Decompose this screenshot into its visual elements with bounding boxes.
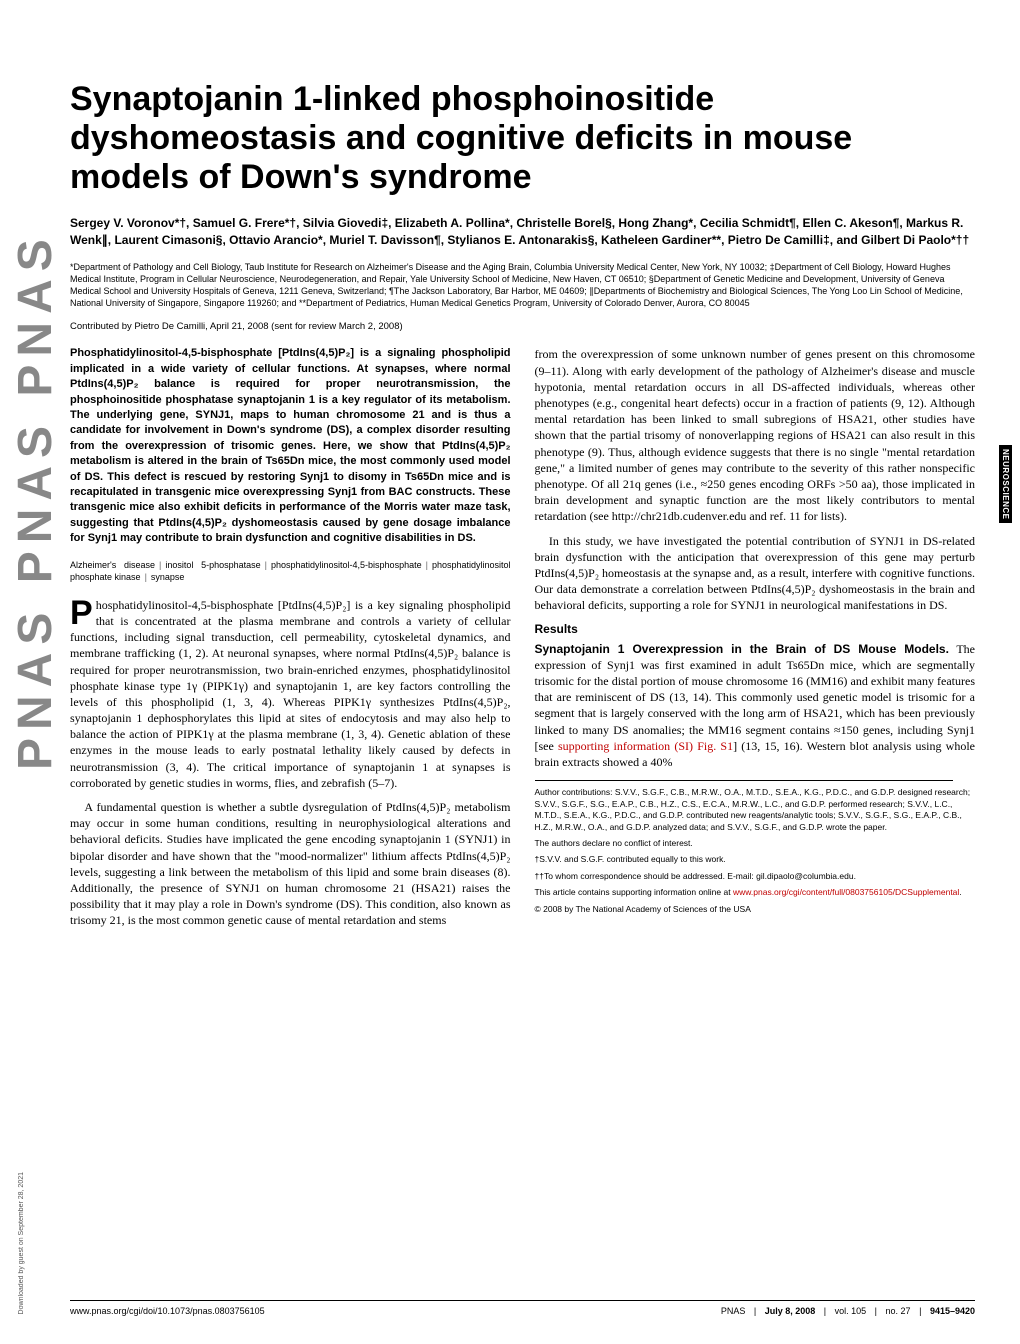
abstract: Phosphatidylinositol-4,5-bisphosphate [P… bbox=[70, 346, 511, 546]
download-note: Downloaded by guest on September 28, 202… bbox=[18, 1172, 25, 1314]
intro-paragraph-2: A fundamental question is whether a subt… bbox=[70, 799, 511, 929]
si-text-b: . bbox=[959, 887, 961, 897]
affiliations: *Department of Pathology and Cell Biolog… bbox=[70, 261, 975, 310]
footer-pages: 9415–9420 bbox=[930, 1306, 975, 1316]
p1-text: hosphatidylinositol-4,5-bisphosphate [Pt… bbox=[70, 598, 511, 790]
page-footer: www.pnas.org/cgi/doi/10.1073/pnas.080375… bbox=[70, 1300, 975, 1316]
si-text-a: This article contains supporting informa… bbox=[535, 887, 733, 897]
contributed-line: Contributed by Pietro De Camilli, April … bbox=[70, 321, 975, 332]
keyword: Alzheimer's disease bbox=[70, 560, 155, 570]
author-contributions: Author contributions: S.V.V., S.G.F., C.… bbox=[535, 787, 976, 833]
si-link[interactable]: www.pnas.org/cgi/content/full/0803756105… bbox=[733, 887, 959, 897]
article-title: Synaptojanin 1-linked phosphoinositide d… bbox=[70, 80, 975, 197]
footer-citation: PNAS | July 8, 2008 | vol. 105 | no. 27 … bbox=[721, 1306, 975, 1316]
results-paragraph-1: Synaptojanin 1 Overexpression in the Bra… bbox=[535, 641, 976, 771]
correspondence: ††To whom correspondence should be addre… bbox=[535, 871, 976, 882]
keyword: phosphatidylinositol-4,5-bisphosphate bbox=[271, 560, 422, 570]
pnas-logo: PNAS PNAS PNAS bbox=[8, 70, 48, 770]
results-runin-head: Synaptojanin 1 Overexpression in the Bra… bbox=[535, 642, 949, 656]
si-fig-link[interactable]: supporting information (SI) Fig. S1 bbox=[558, 739, 733, 753]
intro-paragraph-3: from the overexpression of some unknown … bbox=[535, 346, 976, 524]
footer-doi: www.pnas.org/cgi/doi/10.1073/pnas.080375… bbox=[70, 1306, 265, 1316]
results-heading: Results bbox=[535, 621, 976, 637]
footer-journal: PNAS bbox=[721, 1306, 746, 1316]
two-column-body: Phosphatidylinositol-4,5-bisphosphate [P… bbox=[70, 346, 975, 928]
footer-vol: vol. 105 bbox=[835, 1306, 867, 1316]
footer-no: no. 27 bbox=[886, 1306, 911, 1316]
footer-date: July 8, 2008 bbox=[765, 1306, 816, 1316]
contrib-divider bbox=[535, 780, 953, 781]
p5-a: The expression of Synj1 was first examin… bbox=[535, 642, 976, 753]
keyword: synapse bbox=[151, 572, 185, 582]
intro-paragraph-4: In this study, we have investigated the … bbox=[535, 533, 976, 614]
intro-paragraph-1: Phosphatidylinositol-4,5-bisphosphate [P… bbox=[70, 597, 511, 791]
copyright: © 2008 by The National Academy of Scienc… bbox=[535, 904, 976, 915]
keywords: Alzheimer's disease|inositol 5-phosphata… bbox=[70, 559, 511, 583]
dropcap: P bbox=[70, 597, 96, 628]
conflict-statement: The authors declare no conflict of inter… bbox=[535, 838, 976, 849]
supporting-info: This article contains supporting informa… bbox=[535, 887, 976, 898]
equal-contribution: †S.V.V. and S.G.F. contributed equally t… bbox=[535, 854, 976, 865]
section-tab-neuroscience: NEUROSCIENCE bbox=[999, 445, 1012, 523]
keyword: inositol 5-phosphatase bbox=[165, 560, 260, 570]
author-list: Sergey V. Voronov*†, Samuel G. Frere*†, … bbox=[70, 215, 975, 249]
